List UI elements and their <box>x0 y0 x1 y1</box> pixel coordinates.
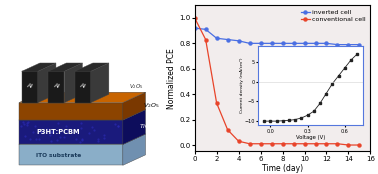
Polygon shape <box>38 63 56 103</box>
Polygon shape <box>48 63 82 71</box>
inverted cell <box>302 42 307 44</box>
inverted cell <box>236 40 241 42</box>
Polygon shape <box>74 63 109 71</box>
conventional cell <box>214 102 219 104</box>
conventional cell <box>258 143 263 145</box>
Text: Al: Al <box>26 82 33 88</box>
Line: inverted cell: inverted cell <box>193 26 361 47</box>
Polygon shape <box>19 134 146 144</box>
Line: conventional cell: conventional cell <box>193 16 361 147</box>
inverted cell <box>203 28 208 30</box>
conventional cell <box>225 129 230 131</box>
Text: ITO substrate: ITO substrate <box>36 153 81 158</box>
Polygon shape <box>123 134 146 165</box>
inverted cell <box>335 44 340 46</box>
conventional cell <box>313 143 318 145</box>
Polygon shape <box>19 110 146 120</box>
inverted cell <box>269 42 274 44</box>
inverted cell <box>192 27 197 29</box>
Polygon shape <box>91 63 109 103</box>
Y-axis label: Normalized PCE: Normalized PCE <box>167 48 177 109</box>
Legend: inverted cell, conventional cell: inverted cell, conventional cell <box>299 8 367 23</box>
conventional cell <box>269 143 274 145</box>
inverted cell <box>324 42 329 44</box>
conventional cell <box>346 144 351 146</box>
Polygon shape <box>22 63 56 71</box>
Text: P3HT:PCBM: P3HT:PCBM <box>37 129 80 135</box>
conventional cell <box>335 143 340 145</box>
inverted cell <box>214 37 219 39</box>
Polygon shape <box>123 110 146 144</box>
conventional cell <box>324 143 329 145</box>
Polygon shape <box>19 120 123 144</box>
Text: V$_2$O$_5$: V$_2$O$_5$ <box>143 101 160 110</box>
Text: TiO$_2$: TiO$_2$ <box>139 122 153 132</box>
Polygon shape <box>19 92 146 103</box>
Text: Al: Al <box>79 82 86 88</box>
Text: Al: Al <box>53 82 60 88</box>
inverted cell <box>280 42 285 44</box>
conventional cell <box>203 38 208 41</box>
conventional cell <box>192 17 197 19</box>
conventional cell <box>280 143 285 145</box>
Polygon shape <box>48 71 64 103</box>
conventional cell <box>302 143 307 145</box>
Polygon shape <box>22 71 38 103</box>
conventional cell <box>291 143 296 145</box>
conventional cell <box>236 140 241 142</box>
X-axis label: Time (day): Time (day) <box>262 164 303 173</box>
inverted cell <box>225 38 230 41</box>
inverted cell <box>313 42 318 44</box>
Polygon shape <box>123 92 146 120</box>
inverted cell <box>291 42 296 44</box>
Polygon shape <box>19 103 123 120</box>
inverted cell <box>247 42 252 44</box>
conventional cell <box>247 143 252 145</box>
Polygon shape <box>64 63 82 103</box>
inverted cell <box>357 44 362 46</box>
inverted cell <box>346 44 351 46</box>
Polygon shape <box>74 71 91 103</box>
Text: V$_2$O$_5$: V$_2$O$_5$ <box>129 82 143 92</box>
Polygon shape <box>19 144 123 165</box>
conventional cell <box>357 144 362 146</box>
inverted cell <box>258 42 263 44</box>
